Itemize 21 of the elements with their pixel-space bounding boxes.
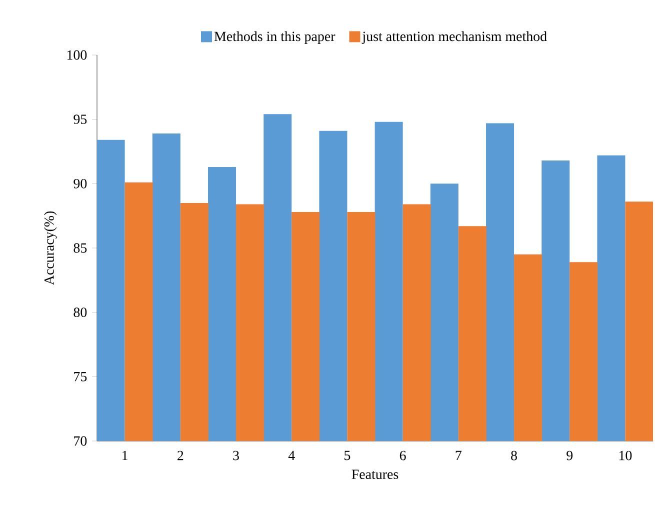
x-tick-label: 2: [178, 450, 184, 460]
x-tick-label: 3: [233, 450, 239, 460]
x-axis-title: Features: [352, 470, 398, 480]
x-tick-label: 4: [288, 450, 295, 460]
y-axis-title: Accuracy(%): [44, 211, 57, 286]
x-tick-label: 5: [344, 450, 350, 460]
x-tick-label: 7: [456, 450, 462, 460]
y-tick-label: 75: [74, 372, 87, 382]
x-tick-label: 6: [400, 450, 406, 460]
y-tick-label: 90: [74, 178, 87, 188]
x-tick-label: 1: [122, 450, 128, 460]
legend-label: just attention mechanism method: [362, 31, 547, 44]
legend-label: Methods in this paper: [214, 31, 336, 44]
y-tick-label: 100: [67, 50, 87, 60]
y-tick-label: 70: [74, 436, 87, 446]
y-tick-label: 95: [74, 114, 87, 124]
y-tick-label: 85: [74, 243, 87, 253]
x-tick-label: 10: [619, 450, 632, 460]
y-tick-label: 80: [74, 308, 87, 318]
x-tick-label: 9: [566, 450, 573, 460]
x-tick-label: 8: [511, 450, 517, 460]
